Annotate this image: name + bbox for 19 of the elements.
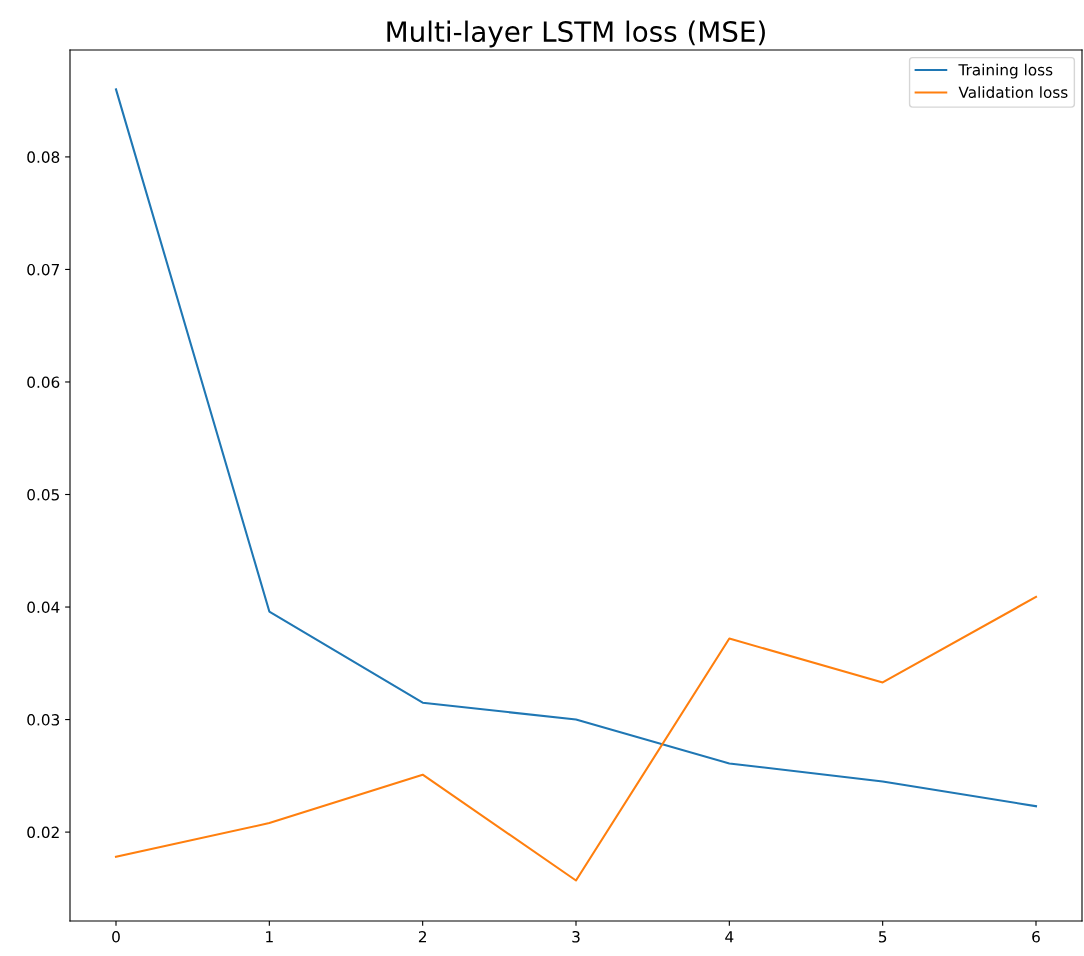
x-tick-label: 2 (418, 930, 426, 943)
y-tick-label: 0.02 (27, 826, 59, 839)
x-tick-label: 0 (112, 930, 120, 943)
legend-label: Training loss (958, 63, 1053, 79)
x-tick-label: 5 (878, 931, 887, 943)
x-tick-label: 3 (572, 930, 580, 943)
y-tick-label: 0.08 (27, 151, 60, 163)
legend-label: Validation loss (958, 86, 1068, 98)
y-tick-label: 0.03 (27, 714, 60, 726)
line-series (114, 88, 1038, 808)
chart-title: Multi-layer LSTM loss (MSE) (387, 20, 765, 48)
x-tick-label: 1 (266, 931, 273, 943)
y-tick-label: 0.07 (27, 263, 59, 276)
x-tick-label: 6 (1032, 930, 1040, 943)
y-tick-label: 0.05 (27, 488, 59, 501)
y-tick-label: 0.06 (27, 376, 60, 388)
y-tick-label: 0.04 (27, 601, 60, 614)
x-tick-label: 4 (725, 931, 734, 943)
line-series (114, 595, 1038, 882)
